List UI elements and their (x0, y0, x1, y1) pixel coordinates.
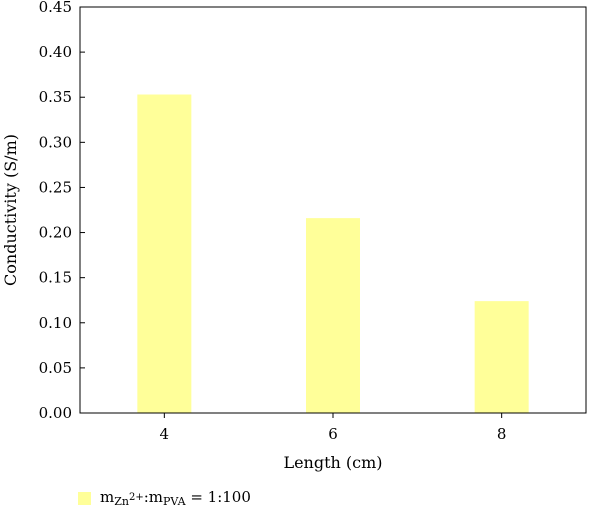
legend-m1-sub: Zn2+ (114, 492, 144, 508)
y-tick-label: 0.35 (39, 88, 72, 106)
y-tick-label: 0.15 (39, 269, 72, 287)
y-tick-label: 0.10 (39, 314, 72, 332)
y-axis-label: Conductivity (S/m) (1, 134, 20, 286)
legend-m1-subtext: Zn (114, 495, 129, 508)
y-tick-label: 0.40 (39, 43, 72, 61)
legend-swatch (78, 491, 91, 505)
legend-m1-sup: 2+ (128, 492, 144, 503)
y-tick-label: 0.45 (39, 0, 72, 16)
legend-m1: m (100, 488, 115, 506)
legend-ratio: = 1:100 (185, 488, 251, 506)
bars-group (137, 94, 529, 413)
legend-m2-sub: PVA (163, 495, 186, 508)
bar-4 (137, 94, 192, 413)
y-tick-label: 0.05 (39, 359, 72, 377)
legend-label: mZn2+:mPVA = 1:100 (100, 488, 251, 508)
bar-8 (474, 301, 529, 413)
legend-sep: :m (143, 488, 163, 506)
y-axis: 0.00 0.05 0.10 0.15 0.20 0.25 0.30 0.35 0.40 0.45 (39, 0, 85, 422)
bar-6 (306, 218, 360, 413)
y-tick-label: 0.25 (39, 178, 72, 196)
bar-chart: 0.00 0.05 0.10 0.15 0.20 0.25 0.30 0.35 0.40 0.45… (1, 0, 587, 472)
x-axis-label: Length (cm) (283, 453, 382, 472)
x-tick-label: 4 (160, 425, 170, 443)
legend: mZn2+:mPVA = 1:100 (78, 486, 251, 510)
x-axis: 4 6 8 (160, 413, 507, 443)
y-tick-label: 0.20 (39, 224, 72, 242)
y-tick-label: 0.30 (39, 133, 72, 151)
x-tick-label: 8 (497, 425, 507, 443)
x-tick-label: 6 (328, 425, 338, 443)
y-tick-label: 0.00 (39, 404, 72, 422)
